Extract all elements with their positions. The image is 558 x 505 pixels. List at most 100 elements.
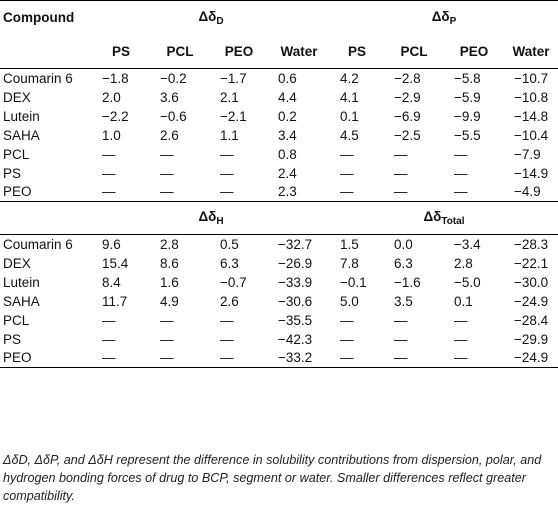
table-cell: −42.3 (278, 331, 313, 347)
subheader-pcl: PCL (150, 34, 210, 69)
table-cell: −7.9 (514, 146, 541, 162)
table-cell: 2.8 (454, 255, 473, 271)
table-cell: 6.3 (394, 255, 413, 271)
table-row: DEX 2.0 3.6 2.1 4.4 4.1 −2.9 −5.9 −10.8 (0, 88, 558, 107)
compound-name: Lutein (3, 108, 40, 124)
table-cell: −28.4 (514, 312, 549, 328)
table-cell: −32.7 (278, 236, 313, 252)
table-cell: −33.2 (268, 348, 330, 368)
compound-name: PS (3, 165, 22, 181)
table-cell: −14.8 (514, 108, 549, 124)
table-cell: — (384, 348, 444, 368)
table-cell: −0.2 (160, 70, 187, 86)
compound-name: PEO (3, 184, 32, 200)
table-cell: −30.6 (278, 293, 313, 309)
table-cell: −0.1 (340, 274, 367, 290)
table-cell: — (454, 165, 468, 181)
table-row: PS — — — 2.4 — — — −14.9 (0, 164, 558, 183)
table-cell: — (394, 165, 408, 181)
table-cell: — (454, 184, 468, 200)
table-cell: 1.6 (160, 274, 179, 290)
table-cell: 2.4 (278, 165, 297, 181)
table-cell: −33.9 (278, 274, 313, 290)
table-cell: — (160, 165, 174, 181)
table-cell: — (102, 184, 116, 200)
table-cell: −22.1 (514, 255, 549, 271)
group-header-dh: ΔδH (92, 201, 330, 235)
table-cell: 11.7 (102, 293, 128, 309)
table-row: SAHA 11.7 4.9 2.6 −30.6 5.0 3.5 0.1 −24.9 (0, 292, 558, 311)
subheader-peo: PEO (444, 34, 504, 69)
compound-name: Lutein (3, 274, 40, 290)
compound-name: SAHA (3, 293, 40, 309)
table-cell: 8.6 (160, 255, 179, 271)
table-cell: — (102, 312, 116, 328)
group-header-dp: ΔδP (330, 0, 558, 35)
table-cell: 5.0 (340, 293, 359, 309)
table-cell: −26.9 (278, 255, 313, 271)
table-cell: −9.9 (454, 108, 481, 124)
table-cell: — (394, 331, 408, 347)
table-cell: — (102, 146, 116, 162)
table-cell: −5.9 (454, 89, 481, 105)
subheader-pcl: PCL (384, 34, 444, 69)
table-cell: — (340, 331, 354, 347)
table-row: PEO — — — 2.3 — — — −4.9 (0, 183, 558, 202)
table-cell: — (454, 146, 468, 162)
table-cell: — (340, 146, 354, 162)
table-cell: 4.4 (278, 89, 297, 105)
subheader-water: Water (268, 34, 330, 69)
compound-name: PCL (3, 146, 30, 162)
table-cell: 8.4 (102, 274, 121, 290)
table-cell: −30.0 (514, 274, 549, 290)
table-row: DEX 15.4 8.6 6.3 −26.9 7.8 6.3 2.8 −22.1 (0, 254, 558, 273)
table-footnote: ΔδD, ΔδP, and ΔδH represent the differen… (3, 451, 555, 505)
table-cell: −6.9 (394, 108, 421, 124)
table-cell: −2.8 (394, 70, 421, 86)
compound-name: PCL (3, 312, 30, 328)
subheader-peo: PEO (210, 34, 268, 69)
table-cell: 0.1 (454, 293, 473, 309)
table-cell: −24.9 (514, 293, 549, 309)
table-cell: — (340, 312, 354, 328)
table-cell: 4.2 (340, 70, 359, 86)
table-cell: −2.5 (394, 127, 421, 143)
table-cell: — (454, 312, 468, 328)
table-cell: 2.8 (160, 236, 179, 252)
table-cell: −3.4 (454, 236, 481, 252)
lower-group-header-row: ΔδH ΔδTotal (0, 201, 558, 235)
table-row: Coumarin 6 9.6 2.8 0.5 −32.7 1.5 0.0 −3.4 −28.3 (0, 235, 558, 254)
table-cell: −2.2 (102, 108, 129, 124)
table-cell: 2.3 (278, 184, 297, 200)
table-cell: −0.7 (220, 274, 247, 290)
compound-name: DEX (3, 89, 31, 105)
table-cell: 4.9 (160, 293, 179, 309)
table-cell: — (150, 348, 210, 368)
table-cell: — (394, 184, 408, 200)
table-cell: −29.9 (514, 331, 549, 347)
solubility-difference-table: Compound ΔδD ΔδP PS PCL PEO Water PS PCL… (0, 0, 558, 368)
table-row: Lutein 8.4 1.6 −0.7 −33.9 −0.1 −1.6 −5.0 −30.0 (0, 273, 558, 292)
table-cell: — (210, 348, 268, 368)
table-cell: −10.7 (514, 70, 549, 86)
table-cell: −14.9 (514, 165, 549, 181)
table-cell: −2.1 (220, 108, 247, 124)
table-cell: 2.0 (102, 89, 121, 105)
group-header-dd-label: ΔδD (198, 8, 224, 27)
table-cell: 2.6 (160, 127, 179, 143)
table-cell: 9.6 (102, 236, 121, 252)
table-cell: −4.9 (514, 184, 541, 200)
table-cell: — (160, 331, 174, 347)
compound-name: Coumarin 6 (3, 70, 73, 86)
table-cell: 4.5 (340, 127, 359, 143)
table-cell: 4.1 (340, 89, 359, 105)
table-cell: 1.0 (102, 127, 121, 143)
table-cell: 3.5 (394, 293, 413, 309)
table-cell: — (454, 331, 468, 347)
table-cell: −10.8 (514, 89, 549, 105)
table-row: SAHA 1.0 2.6 1.1 3.4 4.5 −2.5 −5.5 −10.4 (0, 126, 558, 145)
table-cell: — (160, 146, 174, 162)
table-cell: 2.1 (220, 89, 239, 105)
table-row: PCL — — — −35.5 — — — −28.4 (0, 311, 558, 330)
